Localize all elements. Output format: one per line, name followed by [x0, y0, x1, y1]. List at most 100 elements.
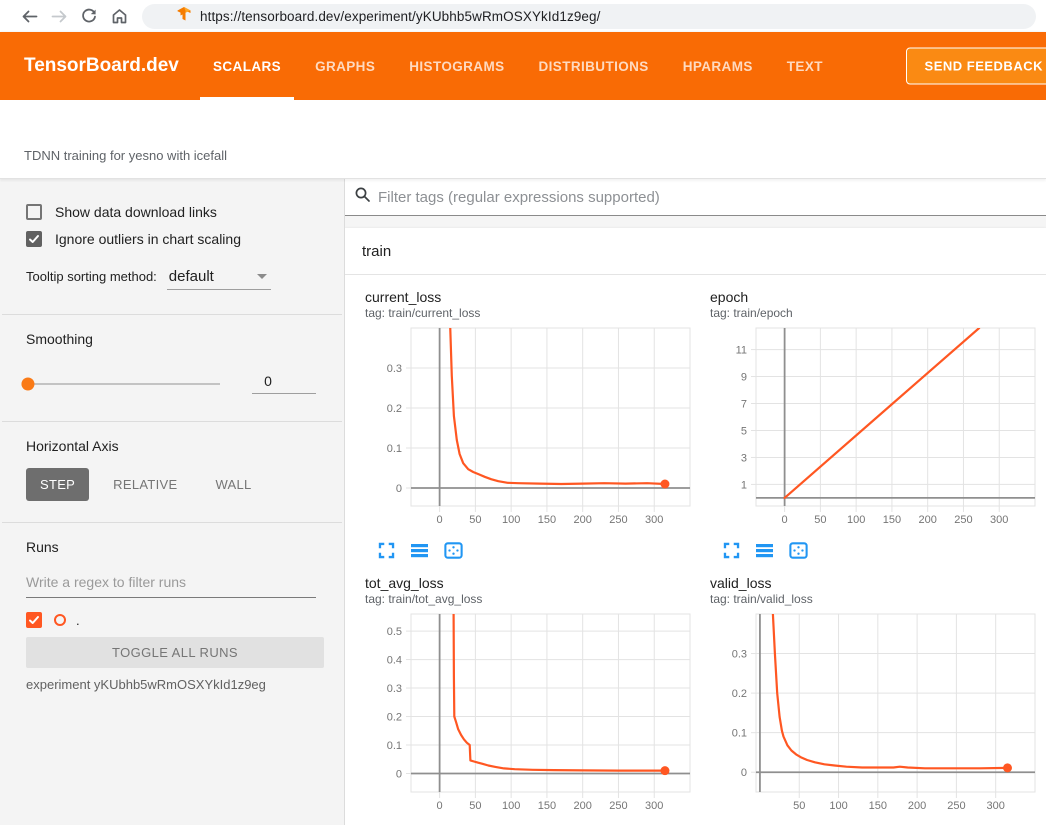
- slider-thumb[interactable]: [21, 377, 35, 390]
- chart-tag: tag: train/tot_avg_loss: [365, 592, 483, 606]
- svg-text:0: 0: [741, 767, 747, 779]
- experiment-title: TDNN training for yesno with icefall: [24, 148, 228, 163]
- runs-filter-input[interactable]: [26, 572, 316, 598]
- tooltip-sorting-label: Tooltip sorting method:: [26, 269, 157, 284]
- train-section-card: train current_loss tag: train/current_lo…: [345, 228, 1046, 825]
- scalars-main: train current_loss tag: train/current_lo…: [345, 179, 1046, 825]
- settings-sidebar: Show data download links Ignore outliers…: [0, 179, 345, 825]
- smoothing-value[interactable]: 0: [252, 373, 316, 394]
- tab-histograms[interactable]: HISTOGRAMS: [409, 58, 505, 74]
- svg-text:200: 200: [574, 514, 592, 526]
- svg-text:1: 1: [741, 479, 747, 491]
- tag-filter-input[interactable]: [378, 188, 1046, 206]
- home-icon[interactable]: [104, 3, 134, 29]
- svg-text:0.2: 0.2: [387, 403, 402, 415]
- svg-text:250: 250: [954, 514, 972, 526]
- tab-scalars[interactable]: SCALARS: [200, 32, 295, 100]
- forward-icon[interactable]: [44, 3, 74, 29]
- checkbox-unchecked-icon[interactable]: [26, 204, 42, 220]
- svg-text:0.2: 0.2: [732, 688, 747, 700]
- back-icon[interactable]: [14, 3, 44, 29]
- experiment-subheader: TDNN training for yesno with icefall: [0, 100, 1046, 179]
- app-logo[interactable]: TensorBoard.dev: [24, 55, 179, 76]
- fit-domain-icon[interactable]: [444, 542, 463, 559]
- reload-icon[interactable]: [74, 3, 104, 29]
- svg-text:50: 50: [469, 514, 481, 526]
- axis-relative-button[interactable]: RELATIVE: [99, 468, 191, 501]
- runs-selector-icon[interactable]: [755, 542, 774, 559]
- smoothing-slider[interactable]: [21, 377, 221, 390]
- divider: [2, 522, 342, 523]
- tab-hparams[interactable]: HPARAMS: [682, 58, 753, 74]
- send-feedback-button[interactable]: SEND FEEDBACK: [905, 47, 1046, 85]
- svg-text:0.1: 0.1: [732, 728, 747, 740]
- tab-text[interactable]: TEXT: [786, 58, 823, 74]
- train-section-header[interactable]: train: [345, 228, 1046, 275]
- svg-text:0.3: 0.3: [387, 683, 402, 695]
- line-chart[interactable]: 0 50 100 150 200 250 300 0 0.1 0.2 0.3: [365, 326, 695, 536]
- tab-graphs[interactable]: GRAPHS: [315, 58, 376, 74]
- line-chart[interactable]: 50 100 150 200 250 300 0 0.1 0.2 0.3: [710, 612, 1040, 822]
- svg-text:150: 150: [538, 800, 556, 812]
- svg-text:50: 50: [469, 800, 481, 812]
- svg-text:3: 3: [741, 452, 747, 464]
- svg-text:200: 200: [919, 514, 937, 526]
- svg-text:150: 150: [869, 800, 887, 812]
- fit-domain-icon[interactable]: [789, 542, 808, 559]
- chart-title: epoch: [710, 289, 749, 305]
- divider: [2, 314, 342, 315]
- show-download-links-checkbox[interactable]: Show data download links: [26, 204, 316, 220]
- svg-text:50: 50: [814, 514, 826, 526]
- divider: [2, 421, 342, 422]
- chart-tag: tag: train/valid_loss: [710, 592, 813, 606]
- horizontal-axis-label: Horizontal Axis: [26, 438, 119, 454]
- tooltip-sorting-dropdown[interactable]: default: [166, 268, 271, 290]
- tooltip-sorting-value: default: [168, 268, 214, 285]
- runs-selector-icon[interactable]: [410, 542, 429, 559]
- svg-text:50: 50: [793, 800, 805, 812]
- line-chart[interactable]: 0 50 100 150 200 250 300 1 3 5 7 9 11: [710, 326, 1040, 536]
- svg-text:0.3: 0.3: [387, 363, 402, 375]
- run-checkbox-icon[interactable]: [26, 612, 42, 628]
- tag-filter-row: [345, 179, 1046, 216]
- svg-text:0.5: 0.5: [387, 626, 402, 638]
- line-chart[interactable]: 0 50 100 150 200 250 300 0 0.1 0.2 0.3 0.4 0.5: [365, 612, 695, 822]
- run-item[interactable]: .: [26, 612, 316, 628]
- smoothing-label: Smoothing: [26, 331, 93, 347]
- checkbox-label: Ignore outliers in chart scaling: [55, 231, 241, 247]
- svg-text:9: 9: [741, 372, 747, 384]
- ignore-outliers-checkbox[interactable]: Ignore outliers in chart scaling: [26, 231, 316, 247]
- svg-text:0: 0: [437, 514, 443, 526]
- chart-title: current_loss: [365, 289, 442, 305]
- tab-distributions[interactable]: DISTRIBUTIONS: [538, 58, 649, 74]
- run-color-swatch: [54, 614, 66, 626]
- svg-text:250: 250: [609, 800, 627, 812]
- expand-icon[interactable]: [723, 542, 740, 559]
- svg-text:0: 0: [396, 768, 402, 780]
- chart-toolbar: [378, 542, 710, 559]
- axis-wall-button[interactable]: WALL: [201, 468, 265, 501]
- svg-text:11: 11: [736, 345, 747, 357]
- svg-text:200: 200: [574, 800, 592, 812]
- svg-text:7: 7: [741, 399, 747, 411]
- gutter: [345, 216, 1046, 228]
- checkbox-checked-icon[interactable]: [26, 231, 42, 247]
- expand-icon[interactable]: [378, 542, 395, 559]
- chart-toolbar: [723, 542, 1046, 559]
- toggle-all-runs-button[interactable]: TOGGLE ALL RUNS: [26, 637, 324, 668]
- browser-toolbar: https://tensorboard.dev/experiment/yKUbh…: [0, 0, 1046, 32]
- svg-text:0.1: 0.1: [387, 740, 402, 752]
- svg-text:300: 300: [990, 514, 1008, 526]
- chevron-down-icon: [256, 274, 267, 279]
- svg-text:150: 150: [538, 514, 556, 526]
- svg-text:0: 0: [782, 514, 788, 526]
- tensorboard-favicon: [176, 6, 192, 27]
- charts-grid: current_loss tag: train/current_loss 0 50…: [345, 275, 1046, 825]
- chart-title: tot_avg_loss: [365, 575, 444, 591]
- run-name: .: [76, 612, 80, 628]
- axis-step-button[interactable]: STEP: [26, 468, 90, 501]
- url-text: https://tensorboard.dev/experiment/yKUbh…: [200, 8, 601, 24]
- app-header: TensorBoard.dev SCALARS GRAPHS HISTOGRAM…: [0, 32, 1046, 100]
- address-bar[interactable]: https://tensorboard.dev/experiment/yKUbh…: [142, 3, 1036, 29]
- chart-valid-loss: valid_loss tag: train/valid_loss 50 100 15…: [710, 575, 1046, 825]
